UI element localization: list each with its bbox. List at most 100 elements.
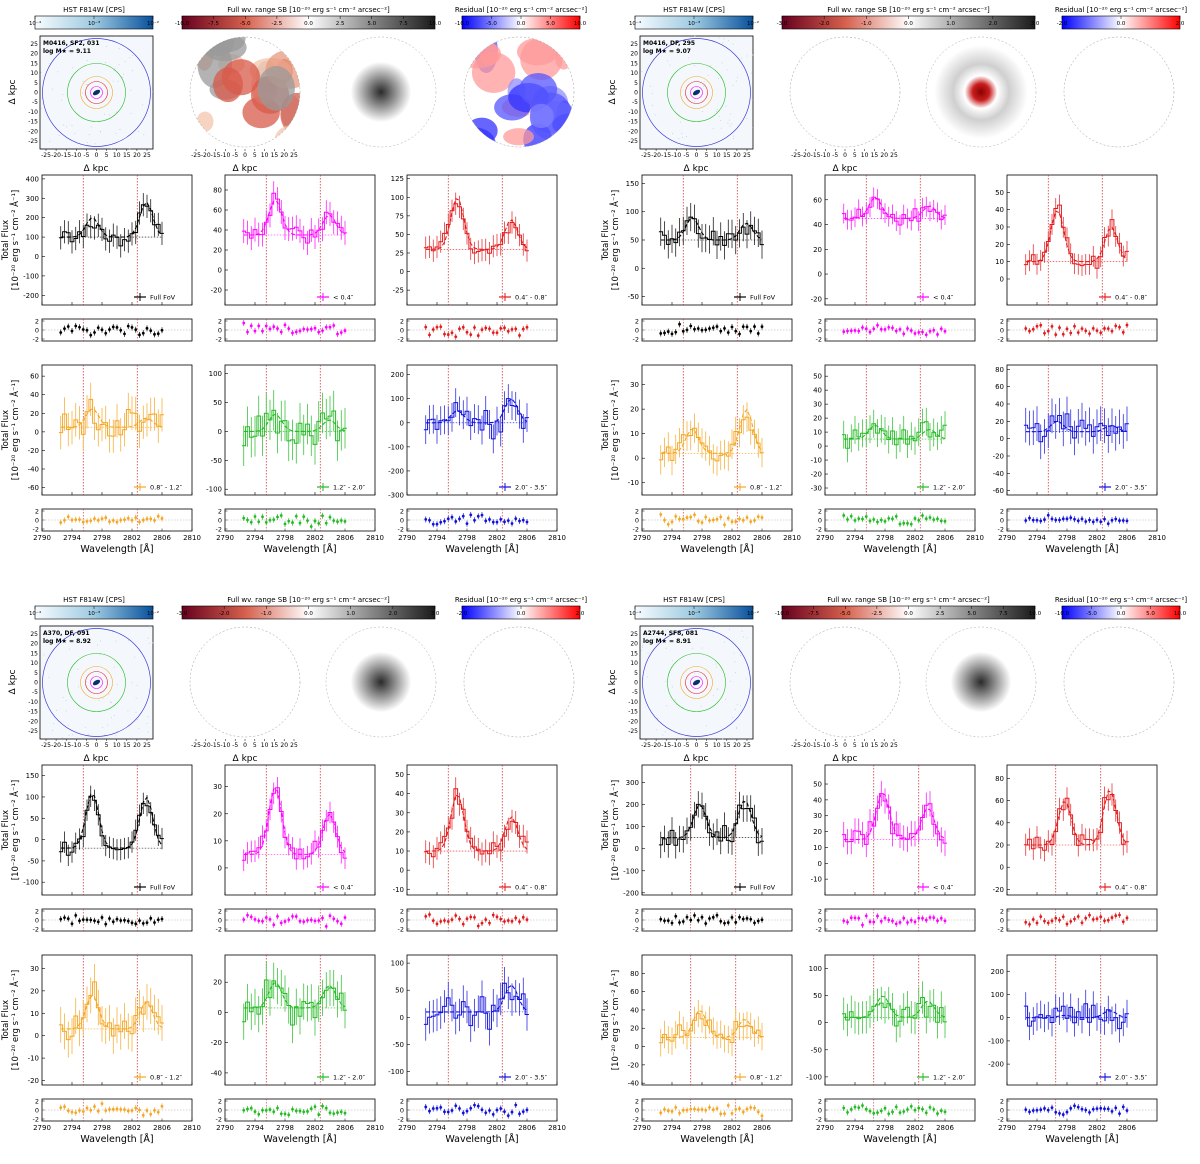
residual-point [66,1109,70,1113]
residual-point [674,330,678,334]
residual-point [149,1112,153,1116]
residual-point [902,1110,906,1113]
residual-point [160,1104,164,1108]
cbar-tick-label: 10⁻² [147,20,159,27]
data-step [58,398,164,437]
residual-point [902,332,906,336]
kpc-tick-label: 15 [271,152,279,159]
residual-point [853,1105,857,1109]
model-map [925,626,1037,738]
residual-tick-label: 2 [1000,318,1004,326]
hst-noise [712,128,714,130]
aperture-ring [85,81,108,104]
legend-label: 0.8″ - 1.2″ [150,1074,183,1082]
hst-noise [671,686,673,688]
cbar-tick-label: 10.0 [574,21,587,27]
y-tick-label: -20 [993,453,1004,461]
residual-tick-label: -2 [998,336,1004,344]
y-axis-label: Total Flux [1,410,11,451]
y-tick-label: 80 [995,775,1004,783]
residual-point [864,515,868,518]
cbar-tick-label: -7.5 [808,611,819,617]
residual-point [708,519,711,522]
residual-point [663,919,666,923]
sb-colorbar-label: Full wv. range SB [10⁻²⁰ erg s⁻¹ cm⁻² ar… [827,596,990,604]
kpc-tick-label: 15 [630,60,638,67]
hst-noise [703,86,705,88]
residual-point [1076,915,1080,918]
x-tick-label: 2806 [336,1124,354,1132]
residual-point [461,325,465,329]
hst-frame [639,35,754,150]
map-blob [213,67,243,103]
residual-point [1065,1110,1069,1114]
hst-noise [74,132,76,134]
hst-noise [63,124,65,126]
y-tick-label: 20 [995,842,1004,850]
hst-noise [116,684,118,686]
residual-point [253,1110,257,1114]
kpc-tick-label: -20 [801,742,811,749]
residual-tick-label: 2 [635,908,639,916]
cbar-tick-label: 0.0 [304,21,313,27]
residual-point [70,922,74,926]
aperture-ring [680,76,713,109]
map-blob [450,623,494,666]
residual-point [1069,516,1073,520]
hst-colorbar-ticklabels: 10⁻⁴ 10⁻³ 10⁻² [629,610,759,617]
residual-point [700,1108,704,1111]
residual-point [156,1110,160,1114]
residual-point [160,328,164,332]
residual-point [1103,1107,1106,1111]
kpc-tick-label: 25 [143,742,151,749]
hst-colorbar: HST F814W [CPS]10⁻⁴ 10⁻³ 10⁻² [29,6,159,30]
hst-noise [147,731,149,733]
y-tick-label: 40 [395,790,404,798]
kpc-tick-label: 0 [34,680,38,687]
hst-noise [100,640,102,642]
map-blob [180,660,205,688]
kpc-tick-label: 15 [30,650,38,657]
residual-point [130,518,134,522]
residual-point [1031,518,1035,522]
residual-point [503,326,506,330]
kpc-tick-label: 0 [95,742,99,749]
cbar-tick-label: 10⁻² [747,20,759,27]
residual-point [1076,331,1080,334]
residual-point [1024,920,1028,924]
hst-noise [696,87,698,89]
cbar-tick-label: 5.0 [1146,611,1155,617]
residual-point [328,515,332,519]
legend-label: 2.0″ - 3.5″ [515,484,548,492]
residual-point [723,921,726,925]
y-tick-label: 0 [1000,864,1004,872]
hst-noise [691,647,693,649]
x-tick-label: 2810 [783,534,801,542]
map-blob [181,652,219,694]
galaxy-core [92,679,101,686]
model-curve [243,200,346,236]
hst-noise [132,70,134,72]
residual-point [126,324,130,328]
hst-noise [734,708,736,710]
residual-tick-label: 2 [218,908,222,916]
residual-point [246,913,249,917]
residual-point [317,522,321,525]
y-tick-label: -200 [388,467,404,475]
residual-point [126,516,130,520]
residual-point [1065,517,1069,521]
legend-label: 1.2″ - 2.0″ [933,1074,966,1082]
plot-frame [406,764,558,896]
sb-colorbar-label: Full wv. range SB [10⁻²⁰ erg s⁻¹ cm⁻² ar… [827,6,990,14]
model-psf [350,651,412,713]
kpc-tick-label: -20 [201,152,211,159]
map-edge [1063,36,1175,148]
galaxy-id: A2744, SF8, 081 [643,630,698,637]
kpc-tick-label: -15 [61,742,71,749]
residual-point [70,1110,74,1114]
map-blob [1161,673,1180,704]
cbar-tick-label: 2.0 [388,611,397,617]
y-tick-label: -20 [811,295,822,303]
galaxy-core [692,89,701,96]
